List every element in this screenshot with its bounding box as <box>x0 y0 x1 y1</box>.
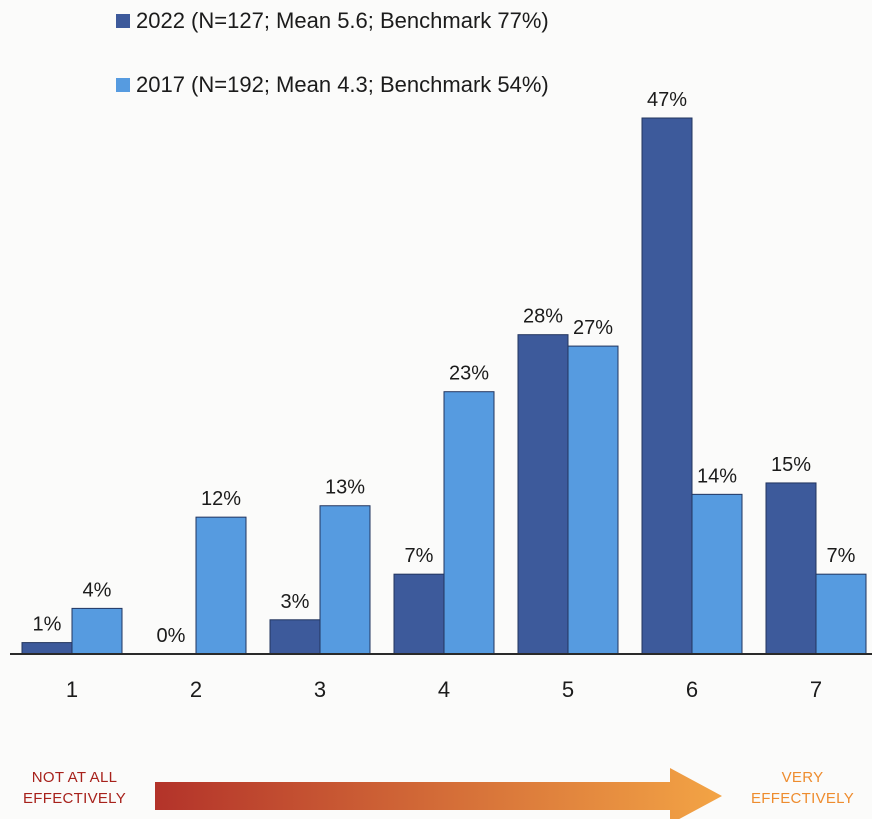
value-label-2017-4: 23% <box>449 363 489 385</box>
scale-high-label: VERY EFFECTIVELY <box>740 767 865 809</box>
legend-item-2022: 2022 (N=127; Mean 5.6; Benchmark 77%) <box>116 8 549 34</box>
legend-swatch-2022 <box>116 14 130 28</box>
scale-low-line1: NOT AT ALL <box>31 769 118 786</box>
legend-label-2017: 2017 (N=192; Mean 4.3; Benchmark 54%) <box>136 72 549 97</box>
x-tick-labels-group: 1 2 3 4 5 6 7 <box>66 677 822 702</box>
bar-2022-7 <box>765 482 817 655</box>
x-tick-label-3: 3 <box>314 677 326 702</box>
bar-2022-6 <box>641 117 693 655</box>
value-label-2022-2: 0% <box>157 625 186 647</box>
value-label-2017-7: 7% <box>827 545 856 567</box>
value-label-2022-1: 1% <box>33 614 62 636</box>
bar-2017-4 <box>443 391 495 655</box>
bar-2017-6 <box>691 493 743 655</box>
scale-low-line2: EFFECTIVELY <box>22 790 127 807</box>
x-tick-label-5: 5 <box>562 677 574 702</box>
value-label-2022-3: 3% <box>281 591 310 613</box>
bar-2017-1 <box>71 607 123 655</box>
value-label-2022-6: 47% <box>647 89 687 111</box>
bar-2022-1 <box>21 642 73 655</box>
value-label-2017-2: 12% <box>201 488 241 510</box>
bar-2017-2 <box>195 516 247 655</box>
scale-high-line1: VERY <box>781 769 824 786</box>
bar-2017-3 <box>319 505 371 655</box>
x-tick-label-2: 2 <box>190 677 202 702</box>
bar-2022-3 <box>269 619 321 655</box>
bar-2022-5 <box>517 334 569 655</box>
bar-2017-7 <box>815 573 867 655</box>
value-label-2017-6: 14% <box>697 465 737 487</box>
value-label-2022-5: 28% <box>523 306 563 328</box>
legend-swatch-2017 <box>116 78 130 92</box>
legend-label-2022: 2022 (N=127; Mean 5.6; Benchmark 77%) <box>136 8 549 33</box>
scale-low-label: NOT AT ALL EFFECTIVELY <box>12 767 137 809</box>
x-tick-label-1: 1 <box>66 677 78 702</box>
x-tick-label-4: 4 <box>438 677 450 702</box>
value-label-2017-1: 4% <box>83 579 112 601</box>
scale-high-line2: EFFECTIVELY <box>750 790 855 807</box>
legend-item-2017: 2017 (N=192; Mean 4.3; Benchmark 54%) <box>116 72 549 98</box>
bars-group <box>21 117 867 655</box>
value-label-2017-5: 27% <box>573 317 613 339</box>
x-tick-label-6: 6 <box>686 677 698 702</box>
value-label-2022-4: 7% <box>405 545 434 567</box>
value-label-2022-7: 15% <box>771 454 811 476</box>
effectiveness-arrow <box>155 768 722 819</box>
bar-2017-5 <box>567 345 619 655</box>
x-tick-label-7: 7 <box>810 677 822 702</box>
value-label-2017-3: 13% <box>325 477 365 499</box>
value-labels-group: 1% 4% 0% 12% 3% 13% 7% 23% 28% 27% 47% 14% 15% 7% <box>33 89 856 647</box>
bar-2022-4 <box>393 573 445 655</box>
